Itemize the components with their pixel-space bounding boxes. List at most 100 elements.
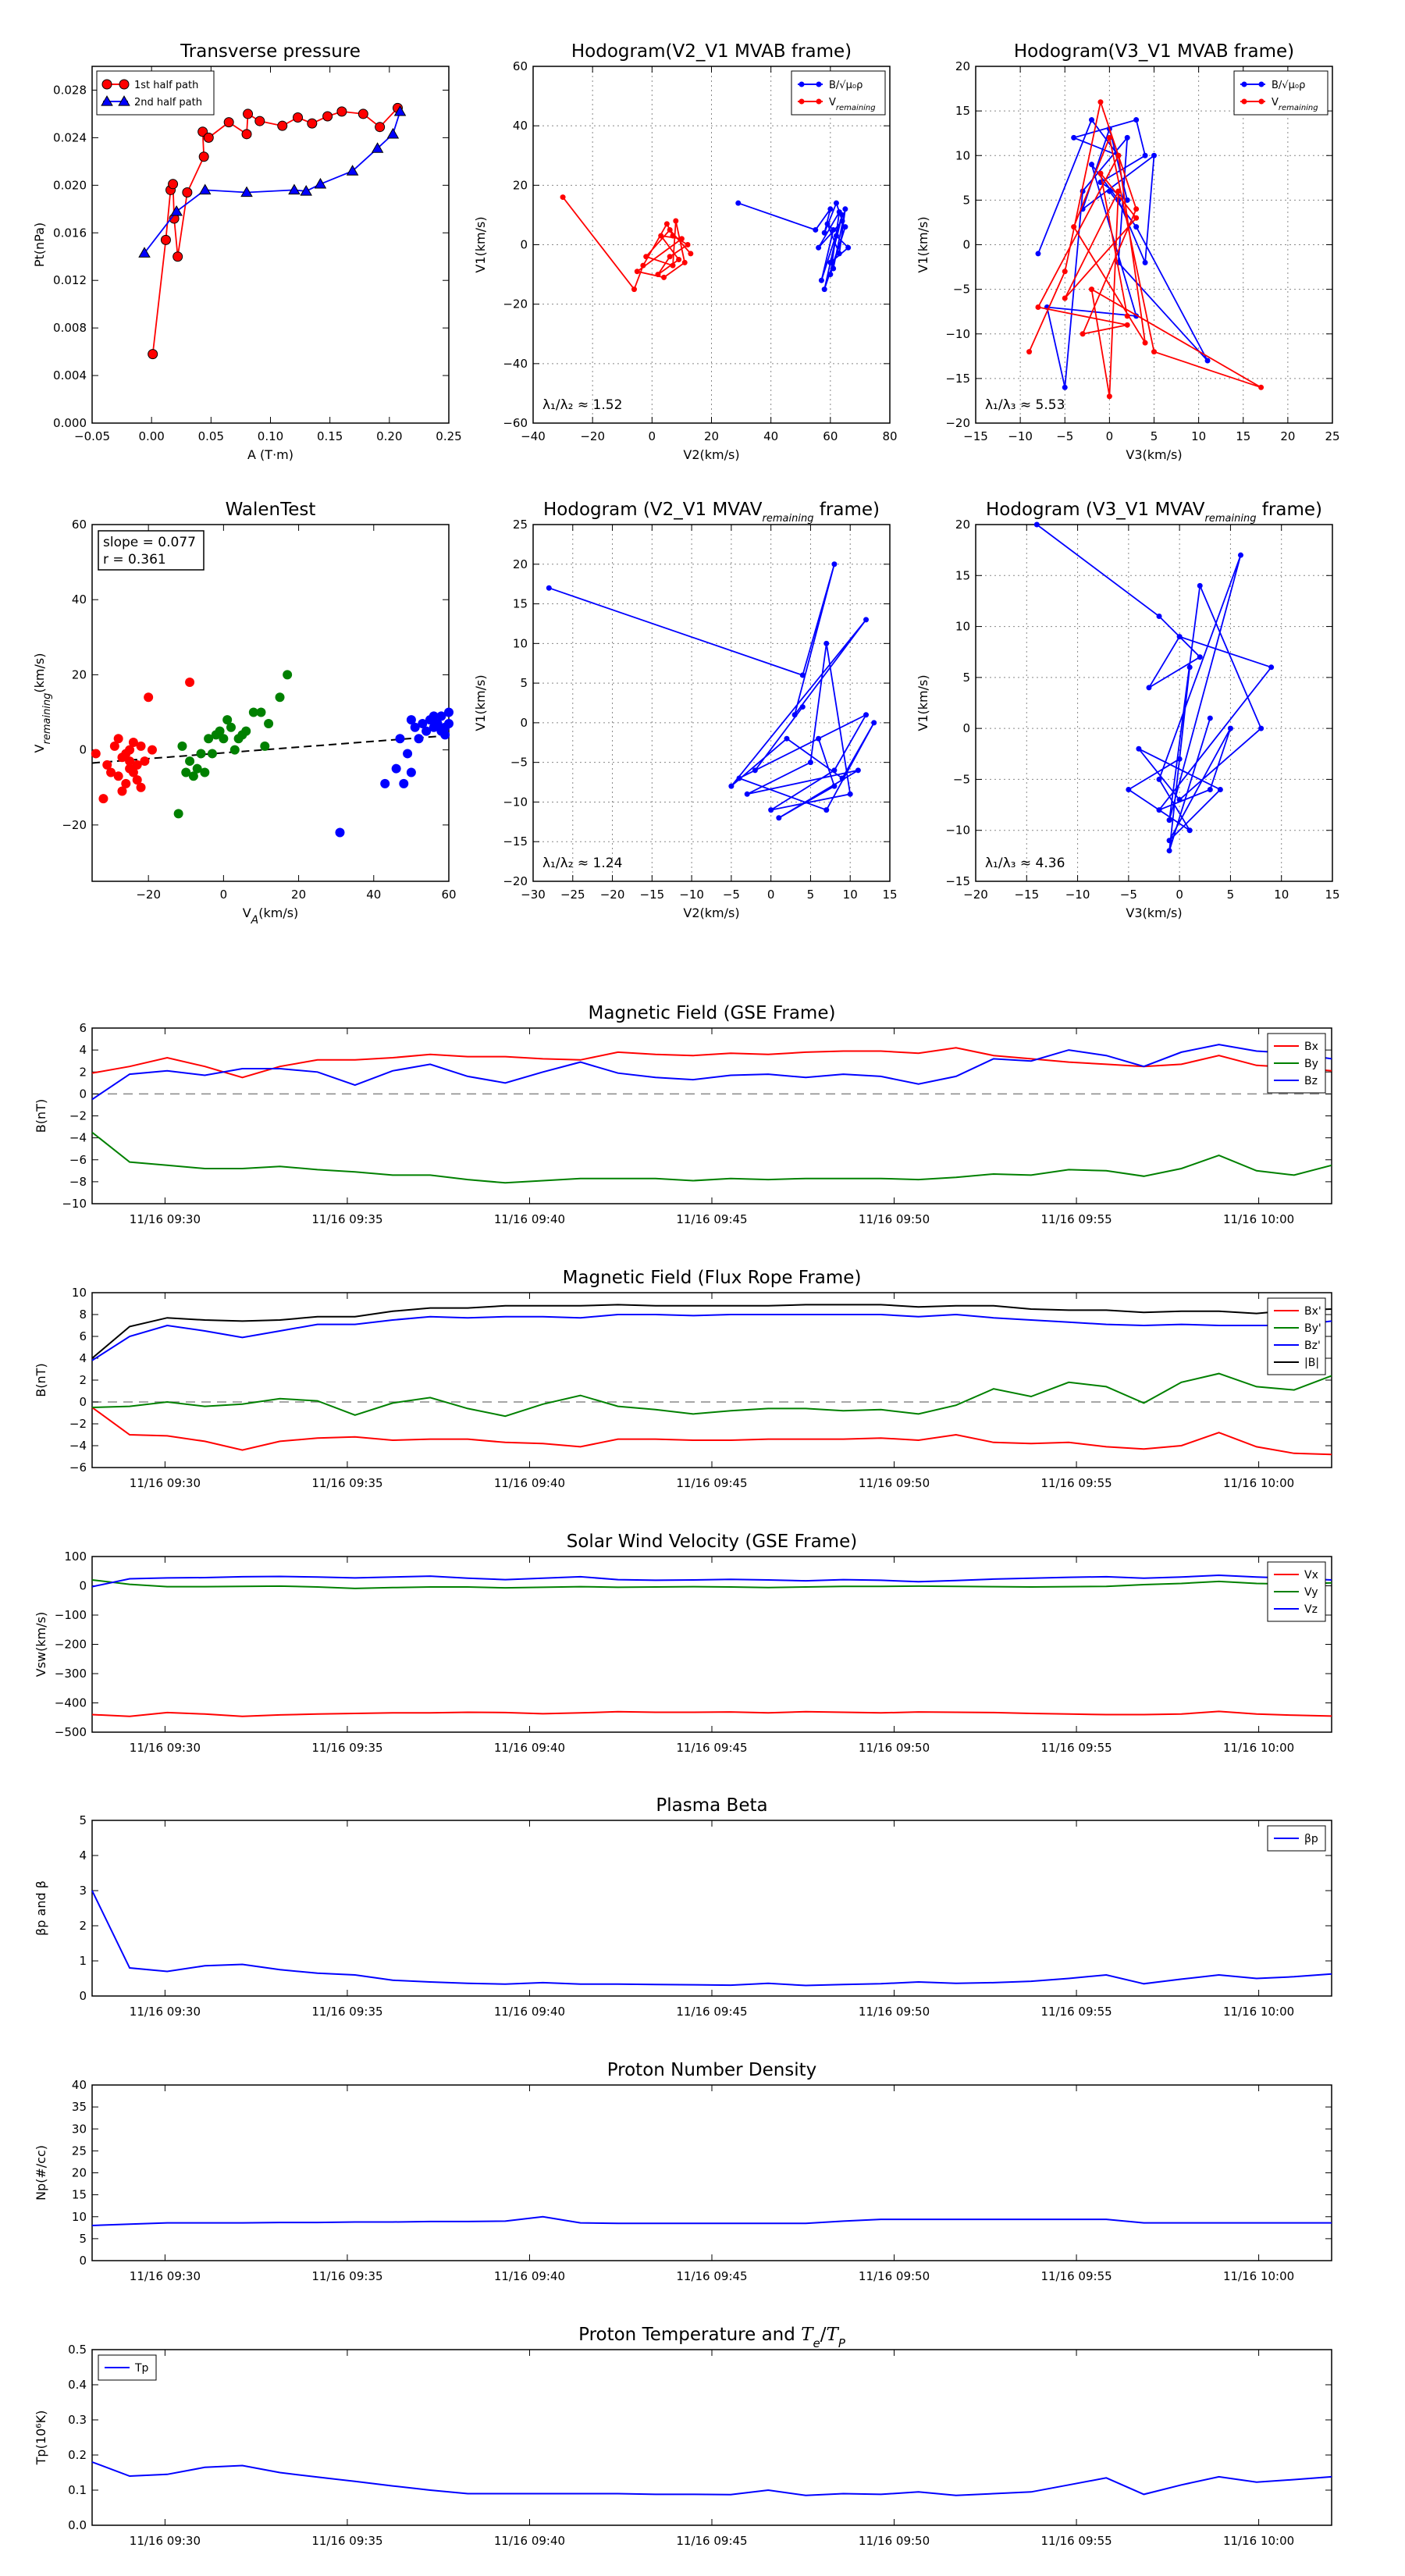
data-point (667, 254, 673, 260)
plot-frame (91, 2349, 1332, 2526)
series-line (151, 107, 399, 354)
data-point (560, 194, 566, 201)
legend-label: By (1304, 1058, 1318, 1070)
chart-vsw: −500 −400 −300 −200 −100 0 100 11/16 09:30 11/16… (34, 1532, 1332, 1755)
y-tick-label: 0.0 (68, 2518, 87, 2532)
data-point (1026, 349, 1033, 355)
y-tick-label: 0.008 (53, 321, 87, 335)
data-point (1089, 117, 1095, 123)
x-tick-label: 15 (1325, 888, 1339, 902)
x-tick-label: 15 (1236, 429, 1250, 443)
y-axis-label: V1(km/s) (473, 216, 488, 272)
series-line-bx (91, 1047, 1332, 1079)
data-point (418, 718, 428, 728)
data-point (1237, 552, 1243, 558)
data-point (1186, 664, 1193, 671)
data-point (863, 617, 870, 623)
y-tick-label: 35 (72, 2100, 87, 2114)
data-point (386, 127, 400, 139)
y-tick-label: −15 (945, 874, 970, 888)
data-point (791, 712, 798, 718)
data-point (375, 122, 386, 133)
legend-label: 1st half path (134, 80, 198, 91)
chart-title: Hodogram (V2_V1 MVAVremaining frame) (543, 500, 880, 525)
chart-mag_gse: −10 −8 −6 −4 −2 0 2 4 6 11/16 09:30 11/16 09:35 11/… (34, 1003, 1332, 1226)
y-tick-label: 0.5 (68, 2343, 87, 2357)
data-point (406, 715, 416, 725)
data-point (314, 177, 327, 189)
data-point (140, 756, 150, 767)
data-point (1062, 384, 1068, 390)
data-point (1124, 197, 1130, 203)
chart-h1: −40 −20 0 20 40 60 80−60−40−200204060Hodogram(… (473, 41, 898, 462)
x-tick-label: 5 (1227, 888, 1235, 902)
annotation-text: λ₁/λ₃ ≈ 5.53 (985, 397, 1065, 413)
chart-h2: −15 −10 −5 0 5 10 15 20 25−20−15−10−505101520Hod… (916, 41, 1340, 462)
y-tick-label: −5 (953, 772, 970, 786)
data-point (845, 244, 852, 251)
data-point (204, 734, 214, 744)
data-point (136, 782, 146, 792)
legend-label: Bz' (1304, 1340, 1321, 1352)
y-tick-label: 15 (955, 104, 970, 118)
y-tick-label: 8 (79, 1308, 87, 1322)
y-tick-label: −20 (503, 874, 528, 888)
data-point (827, 206, 834, 212)
annotation-text: λ₁/λ₂ ≈ 1.52 (542, 397, 622, 413)
y-axis-label: V1(km/s) (916, 674, 930, 731)
legend: Bx By Bz (1267, 1033, 1326, 1094)
y-axis-label: B(nT) (34, 1363, 48, 1397)
y-tick-label: 3 (79, 1884, 87, 1898)
y-tick-label: 40 (72, 2078, 87, 2092)
data-point (260, 741, 270, 751)
data-point (223, 117, 234, 128)
y-axis-label: Np(#/cc) (34, 2145, 48, 2201)
data-point (871, 720, 877, 726)
y-tick-label: −4 (69, 1131, 87, 1145)
plot-frame (975, 524, 1333, 882)
data-point (736, 775, 742, 781)
legend: Vx Vy Vz (1267, 1561, 1326, 1622)
series-0 (91, 678, 195, 804)
data-point (422, 726, 432, 736)
y-tick-label: 10 (72, 1286, 87, 1300)
y-tick-label: −10 (945, 327, 970, 341)
x-tick-label: 11/16 09:30 (130, 1741, 201, 1755)
x-axis-label: V2(km/s) (683, 906, 739, 920)
legend-marker (101, 79, 112, 90)
x-tick-label: 11/16 09:35 (311, 2005, 382, 2019)
y-tick-label: 0 (79, 1087, 87, 1101)
chart-title: Hodogram(V2_V1 MVAB frame) (571, 41, 852, 62)
x-tick-label: 11/16 09:50 (859, 1476, 930, 1490)
data-point (831, 783, 838, 789)
y-axis-label: Vsw(km/s) (34, 1612, 48, 1677)
x-tick-label: −30 (521, 888, 546, 902)
data-point (233, 734, 244, 744)
data-point (643, 254, 649, 260)
chart-title: WalenTest (226, 500, 316, 520)
x-tick-label: 11/16 10:00 (1223, 2269, 1294, 2283)
y-tick-label: −5 (510, 756, 528, 770)
y-tick-label: 5 (962, 671, 970, 685)
data-point (1166, 817, 1172, 824)
annotation-text: λ₁/λ₃ ≈ 4.36 (985, 856, 1065, 871)
data-point (106, 767, 116, 777)
data-point (182, 187, 193, 197)
data-point (160, 234, 171, 245)
y-tick-label: 0.016 (53, 226, 87, 240)
data-point (1106, 393, 1112, 400)
chart-title: Magnetic Field (Flux Rope Frame) (563, 1268, 862, 1288)
y-tick-label: 20 (72, 667, 87, 681)
data-point (1136, 745, 1142, 752)
x-tick-label: 11/16 09:40 (494, 1476, 565, 1490)
legend: Bx' By' Bz' |B| (1267, 1297, 1326, 1375)
y-tick-label: 15 (955, 568, 970, 582)
series-vremaining (1026, 99, 1264, 400)
data-point (1106, 134, 1112, 141)
x-tick-label: 10 (843, 888, 858, 902)
y-tick-label: −5 (953, 283, 970, 297)
data-point (203, 132, 214, 143)
series-2 (335, 707, 454, 838)
data-point (1176, 634, 1183, 640)
